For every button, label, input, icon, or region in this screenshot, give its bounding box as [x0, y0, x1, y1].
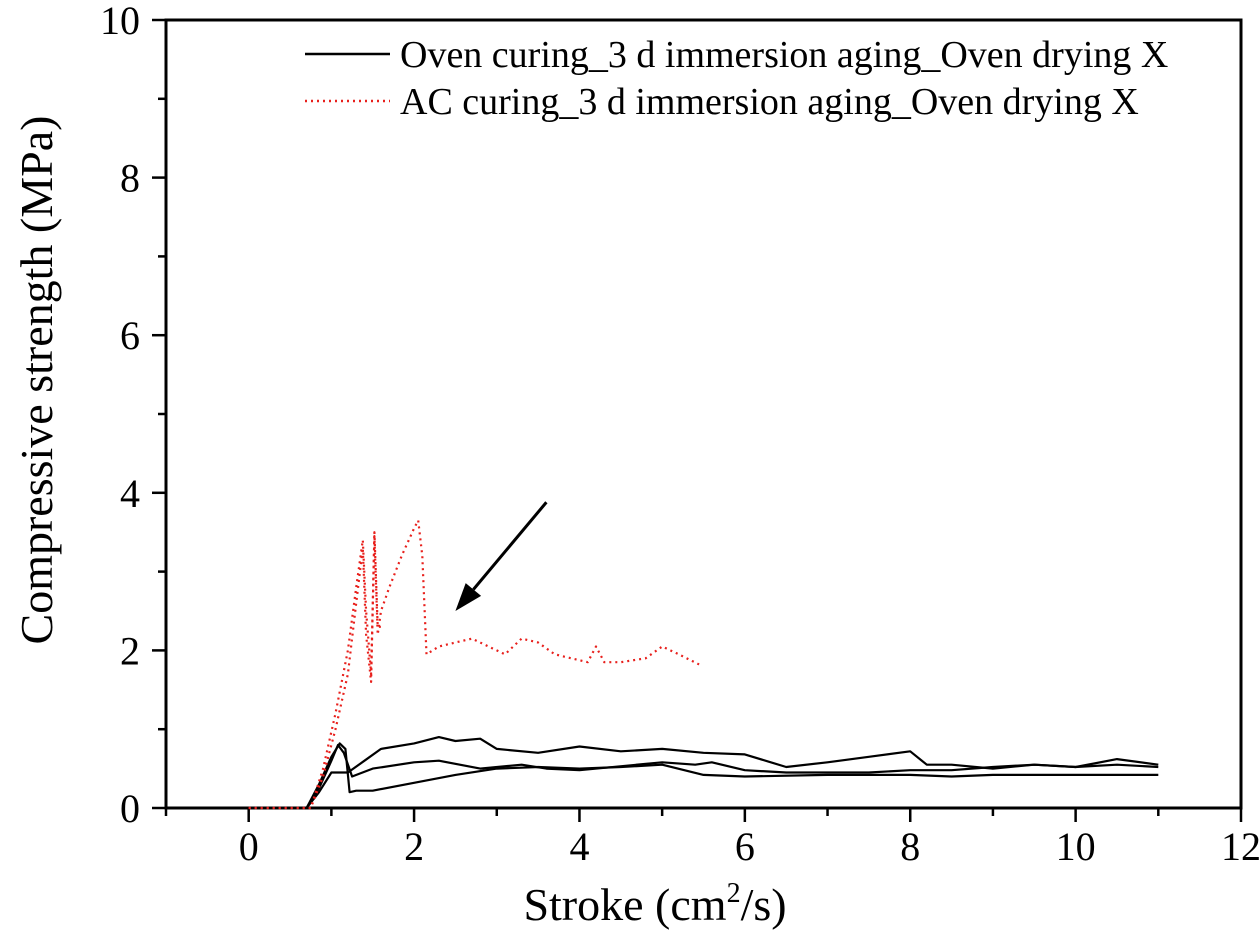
- x-axis-title: Stroke (cm2/s): [523, 878, 786, 930]
- plot-area: [164, 18, 1243, 810]
- series-line-2: [248, 735, 1159, 810]
- legend: Oven curing_3 d immersion aging_Oven dry…: [305, 34, 1168, 123]
- x-axis-ticks: 0 2 4 6 8 10 12: [164, 808, 1260, 869]
- y-axis-ticks: 0 2 4 6 8 10: [100, 0, 166, 831]
- annotation-arrow-shaft: [472, 501, 548, 591]
- plot-frame: [164, 18, 1243, 810]
- series-line-3: [248, 519, 700, 810]
- legend-label-ac: AC curing_3 d immersion aging_Oven dryin…: [400, 81, 1139, 123]
- x-tick-label: 0: [239, 824, 259, 869]
- y-tick-label: 2: [120, 628, 140, 673]
- x-tick-label: 10: [1056, 824, 1096, 869]
- y-tick-label: 4: [120, 471, 140, 516]
- x-tick-label: 8: [900, 824, 920, 869]
- y-tick-label: 8: [120, 156, 140, 201]
- x-tick-label: 6: [735, 824, 755, 869]
- x-tick-label: 2: [404, 824, 424, 869]
- y-axis-title: Compressive strength (MPa): [11, 116, 62, 645]
- legend-label-oven: Oven curing_3 d immersion aging_Oven dry…: [400, 34, 1168, 76]
- y-tick-label: 0: [120, 786, 140, 831]
- annotation-layer: [455, 501, 548, 611]
- x-tick-label: 12: [1221, 824, 1260, 869]
- x-axis-title-tail: /s): [741, 879, 787, 930]
- series-line-4: [248, 531, 381, 810]
- y-tick-label: 10: [100, 0, 140, 43]
- annotation-arrow-head: [455, 583, 482, 611]
- x-tick-label: 4: [569, 824, 589, 869]
- series-line-1: [248, 743, 1159, 810]
- y-tick-label: 6: [120, 313, 140, 358]
- x-axis-title-superscript: 2: [727, 878, 741, 909]
- series-layer: [248, 519, 1159, 810]
